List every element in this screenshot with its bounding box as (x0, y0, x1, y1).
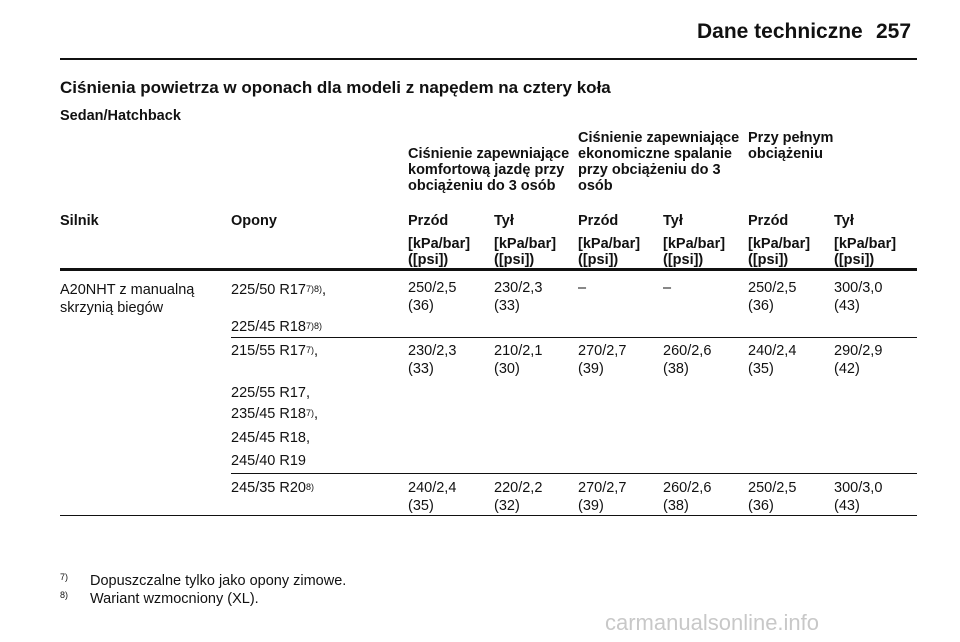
pressure-cell: – (578, 280, 587, 296)
row-divider (231, 337, 917, 338)
pressure-cell: – (663, 280, 672, 296)
tire-size: 225/45 R187)8) (231, 319, 322, 335)
unit-header: [kPa/bar] ([psi]) (408, 236, 471, 268)
col-header-tires: Opony (231, 213, 277, 229)
unit-header: [kPa/bar] ([psi]) (494, 236, 557, 268)
page-heading: Ciśnienia powietrza w oponach dla modeli… (60, 78, 611, 97)
row-divider (231, 473, 917, 474)
pressure-cell: 270/2,7 (39) (578, 480, 627, 514)
group-header-full-load: Przy pełnym obciążeniu (748, 130, 834, 162)
page-number: 257 (876, 20, 912, 43)
col-header-front-eco: Przód (578, 213, 619, 229)
section-subheading: Sedan/Hatchback (60, 108, 181, 124)
section-title: Dane techniczne (697, 20, 863, 43)
pressure-cell: 260/2,6 (38) (663, 343, 712, 377)
table-header-rule (60, 268, 917, 271)
footnote: 8) Wariant wzmocniony (XL). (60, 590, 259, 607)
col-header-rear-full: Tył (834, 213, 854, 229)
unit-header: [kPa/bar] ([psi]) (663, 236, 726, 268)
pressure-cell: 250/2,5 (36) (748, 280, 797, 314)
tire-size: 245/35 R208) (231, 480, 314, 496)
unit-header: [kPa/bar] ([psi]) (748, 236, 811, 268)
group-header-comfort: Ciśnienie zapewniające komfortową jazdę … (408, 146, 570, 194)
tire-size: 245/40 R19 (231, 453, 306, 469)
pressure-cell: 250/2,5 (36) (408, 280, 457, 314)
col-header-front-full: Przód (748, 213, 789, 229)
engine-cell: A20NHT z manualną skrzynią biegów (60, 282, 195, 316)
tire-size: 235/45 R187), (231, 406, 319, 422)
tire-size: 225/50 R177)8), (231, 282, 327, 298)
pressure-cell: 250/2,5 (36) (748, 480, 797, 514)
pressure-cell: 230/2,3 (33) (408, 343, 457, 377)
tire-size: 245/45 R18, (231, 430, 311, 446)
table-bottom-rule (60, 515, 917, 516)
unit-header: [kPa/bar] ([psi]) (578, 236, 641, 268)
watermark-text: carmanualsonline.info (605, 610, 820, 635)
pressure-cell: 300/3,0 (43) (834, 480, 883, 514)
tire-size: 225/55 R17, (231, 385, 311, 401)
pressure-cell: 290/2,9 (42) (834, 343, 883, 377)
col-header-rear-eco: Tył (663, 213, 683, 229)
col-header-rear-comfort: Tył (494, 213, 514, 229)
col-header-front-comfort: Przód (408, 213, 449, 229)
col-header-engine: Silnik (60, 213, 99, 229)
pressure-cell: 260/2,6 (38) (663, 480, 712, 514)
tire-size: 215/55 R177), (231, 343, 319, 359)
group-header-eco: Ciśnienie zapewniające ekonomiczne spala… (578, 130, 740, 194)
pressure-cell: 240/2,4 (35) (408, 480, 457, 514)
pressure-cell: 240/2,4 (35) (748, 343, 797, 377)
pressure-cell: 270/2,7 (39) (578, 343, 627, 377)
pressure-cell: 300/3,0 (43) (834, 280, 883, 314)
pressure-cell: 230/2,3 (33) (494, 280, 543, 314)
header-rule (60, 58, 917, 60)
pressure-cell: 210/2,1 (30) (494, 343, 543, 377)
footnote: 7) Dopuszczalne tylko jako opony zimowe. (60, 572, 347, 589)
unit-header: [kPa/bar] ([psi]) (834, 236, 897, 268)
pressure-cell: 220/2,2 (32) (494, 480, 543, 514)
